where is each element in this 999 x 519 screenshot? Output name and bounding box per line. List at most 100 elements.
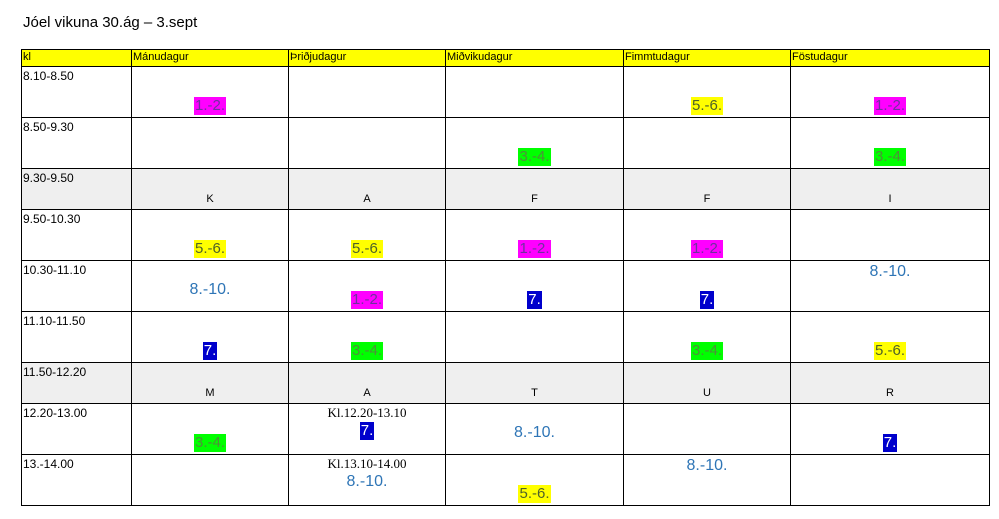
schedule-table: kl Mánudagur Þriðjudagur Miðvikudagur Fimmtu… xyxy=(21,49,990,506)
grade-tag: 7. xyxy=(202,342,218,360)
lesson-cell: 1.-2. xyxy=(288,260,446,312)
time-label: 12.20-13.00 xyxy=(23,406,88,420)
grade-tag: 5.-6. xyxy=(690,97,723,115)
lesson-cell: 3.-4. xyxy=(131,403,289,455)
lesson-cell: 8.-10. xyxy=(445,403,624,455)
lesson-cell: Kl.13.10-14.00 8.-10. xyxy=(288,454,446,506)
grade-tag: 7. xyxy=(882,434,898,452)
grade-tag: 8.-10. xyxy=(514,424,555,441)
lesson-row: 11.10-11.50 7. 3.-4. 3.-4. 5.-6. xyxy=(21,311,990,363)
grade-tag: 8.-10. xyxy=(189,281,231,298)
header-day: Miðvikudagur xyxy=(445,49,624,67)
lesson-cell: 1.-2. xyxy=(623,209,791,261)
lesson-row: 12.20-13.00 3.-4. Kl.12.20-13.10 7. 8.-10. 7. xyxy=(21,403,990,455)
time-label: 10.30-11.10 xyxy=(23,263,87,277)
lesson-cell: 1.-2. xyxy=(445,209,624,261)
time-note: Kl.12.20-13.10 xyxy=(327,405,407,420)
lesson-cell xyxy=(131,454,289,506)
time-cell: 13.-14.00 xyxy=(21,454,132,506)
lesson-cell: 7. xyxy=(623,260,791,312)
lesson-row: 9.50-10.30 5.-6. 5.-6. 1.-2. 1.-2. xyxy=(21,209,990,261)
time-label: 9.50-10.30 xyxy=(23,212,81,226)
lesson-cell xyxy=(790,209,990,261)
document-title: Jóel vikuna 30.ág – 3.sept xyxy=(23,14,198,31)
header-time: kl xyxy=(21,49,132,67)
lesson-cell: 3.-4. xyxy=(288,311,446,363)
lesson-cell: 5.-6. xyxy=(790,311,990,363)
time-cell: 12.20-13.00 xyxy=(21,403,132,455)
time-cell: 9.50-10.30 xyxy=(21,209,132,261)
grade-tag: 3.-4. xyxy=(193,434,226,452)
grade-tag: 1.-2. xyxy=(350,291,383,309)
lesson-cell xyxy=(288,117,446,169)
header-row: kl Mánudagur Þriðjudagur Miðvikudagur Fimmtu… xyxy=(21,49,990,67)
lesson-cell: 8.-10. xyxy=(623,454,791,506)
lesson-row: 8.10-8.50 1.-2. 5.-6. 1.-2. xyxy=(21,66,990,118)
grade-tag: 5.-6. xyxy=(518,485,551,503)
break-letter: F xyxy=(623,168,791,210)
lesson-cell xyxy=(623,403,791,455)
time-cell: 10.30-11.10 xyxy=(21,260,132,312)
lesson-cell: Kl.12.20-13.10 7. xyxy=(288,403,446,455)
lesson-cell: 3.-4. xyxy=(790,117,990,169)
lesson-cell: 5.-6. xyxy=(131,209,289,261)
grade-tag: 8.-10. xyxy=(346,473,388,490)
time-label: 11.10-11.50 xyxy=(23,314,86,328)
grade-tag: 1.-2. xyxy=(873,97,906,115)
lesson-cell: 7. xyxy=(445,260,624,312)
break-letter: M xyxy=(131,362,289,404)
lesson-cell: 3.-4. xyxy=(445,117,624,169)
grade-tag: 3.-4. xyxy=(350,342,383,360)
time-label: 8.10-8.50 xyxy=(23,69,74,83)
header-day: Föstudagur xyxy=(790,49,990,67)
break-letter: R xyxy=(790,362,990,404)
lesson-cell: 8.-10. xyxy=(131,260,289,312)
break-letter: U xyxy=(623,362,791,404)
time-label: 13.-14.00 xyxy=(23,457,74,471)
lesson-cell: 8.-10. xyxy=(790,260,990,312)
lesson-cell: 1.-2. xyxy=(790,66,990,118)
grade-tag: 7. xyxy=(527,291,542,309)
break-letter: A xyxy=(288,168,446,210)
lesson-cell: 3.-4. xyxy=(623,311,791,363)
break-letter: I xyxy=(790,168,990,210)
time-label: 11.50-12.20 xyxy=(23,365,87,379)
grade-tag: 1.-2. xyxy=(690,240,723,258)
lesson-cell xyxy=(623,117,791,169)
lesson-cell: 5.-6. xyxy=(288,209,446,261)
lesson-row: 8.50-9.30 3.-4. 3.-4. xyxy=(21,117,990,169)
lesson-cell xyxy=(445,311,624,363)
lesson-cell xyxy=(131,117,289,169)
time-cell: 8.50-9.30 xyxy=(21,117,132,169)
lesson-row: 10.30-11.10 8.-10. 1.-2. 7. 7. 8.-10. xyxy=(21,260,990,312)
lesson-cell xyxy=(790,454,990,506)
grade-tag: 7. xyxy=(699,291,715,309)
lesson-cell: 7. xyxy=(131,311,289,363)
grade-tag: 1.-2. xyxy=(193,97,226,115)
lesson-cell: 1.-2. xyxy=(131,66,289,118)
header-day: Þriðjudagur xyxy=(288,49,446,67)
lesson-cell: 5.-6. xyxy=(445,454,624,506)
header-day: Mánudagur xyxy=(131,49,289,67)
grade-tag: 5.-6. xyxy=(193,240,226,258)
time-cell: 8.10-8.50 xyxy=(21,66,132,118)
lesson-row: 13.-14.00 Kl.13.10-14.00 8.-10. 5.-6. 8.-10. xyxy=(21,454,990,506)
grade-tag: 8.-10. xyxy=(869,263,911,280)
time-cell: 11.10-11.50 xyxy=(21,311,132,363)
grade-tag: 7. xyxy=(359,422,375,440)
time-label: 8.50-9.30 xyxy=(23,120,74,134)
lesson-cell xyxy=(445,66,624,118)
break-row: 9.30-9.50 K A F F I xyxy=(21,168,990,210)
break-letter: K xyxy=(131,168,289,210)
time-cell: 11.50-12.20 xyxy=(21,362,132,404)
time-label: 9.30-9.50 xyxy=(23,171,74,185)
grade-tag: 8.-10. xyxy=(686,457,728,474)
grade-tag: 3.-4. xyxy=(518,148,551,166)
grade-tag: 3.-4. xyxy=(873,148,906,166)
lesson-cell xyxy=(288,66,446,118)
schedule-body: 8.10-8.50 1.-2. 5.-6. 1.-2. 8.50-9.30 3.-4. 3.… xyxy=(21,66,990,506)
lesson-cell: 5.-6. xyxy=(623,66,791,118)
header-day: Fimmtudagur xyxy=(623,49,791,67)
grade-tag: 1.-2. xyxy=(518,240,551,258)
break-letter: A xyxy=(288,362,446,404)
